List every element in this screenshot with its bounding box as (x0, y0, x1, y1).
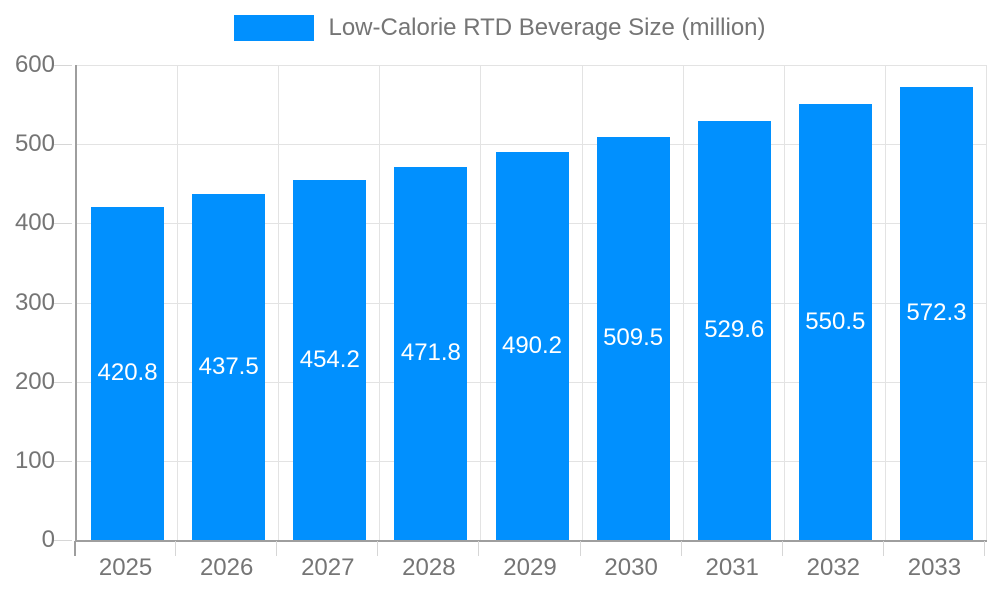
bar-2027[interactable]: 454.2 (293, 180, 367, 540)
bar-2031[interactable]: 529.6 (697, 120, 771, 540)
bar-value-label: 454.2 (299, 346, 360, 374)
bar-value-label: 420.8 (97, 359, 158, 387)
y-tick-mark (54, 540, 72, 541)
x-gridline (682, 65, 684, 540)
plot-area: 420.8 437.5 454.2 471.8 490.2 509.5 529.6 550.5… (75, 65, 987, 542)
bar-value-label: 572.3 (906, 299, 967, 327)
x-tick-mark (680, 541, 682, 556)
y-tick-mark (54, 302, 72, 304)
y-tick-label: 500 (14, 130, 55, 158)
x-tick-mark (882, 541, 884, 556)
y-tick-label: 300 (14, 288, 55, 316)
y-tick-mark (54, 223, 72, 225)
bar-2033[interactable]: 572.3 (899, 86, 973, 540)
y-tick-label: 100 (14, 446, 55, 474)
x-gridline (986, 65, 987, 540)
x-tick-mark (74, 541, 76, 556)
x-tick-label: 2032 (806, 554, 861, 581)
bar-2025[interactable]: 420.8 (91, 206, 165, 540)
bar-value-label: 490.2 (501, 331, 563, 359)
x-tick-mark (781, 541, 783, 556)
x-gridline (480, 65, 482, 540)
x-tick-mark (579, 541, 581, 556)
bar-2032[interactable]: 550.5 (798, 104, 872, 540)
x-gridline (177, 65, 179, 540)
legend-label: Low-Calorie RTD Beverage Size (million) (328, 14, 766, 41)
bar-value-label: 550.5 (805, 308, 866, 336)
x-gridline (581, 65, 583, 540)
y-tick-label: 400 (14, 209, 55, 237)
y-tick-mark (54, 460, 72, 462)
bar-2030[interactable]: 509.5 (596, 136, 670, 540)
bar-2029[interactable]: 490.2 (495, 151, 569, 540)
y-tick-label: 600 (14, 51, 55, 78)
bar-value-label: 509.5 (603, 324, 664, 352)
x-tick-label: 2028 (402, 554, 456, 581)
x-tick-mark (377, 541, 379, 556)
legend[interactable]: Low-Calorie RTD Beverage Size (million) (0, 14, 1000, 42)
x-tick-label: 2030 (604, 554, 658, 581)
bar-2028[interactable]: 471.8 (394, 166, 468, 540)
x-gridline (884, 65, 886, 540)
x-tick-label: 2031 (705, 554, 759, 581)
x-tick-label: 2029 (503, 554, 557, 581)
x-tick-mark (175, 541, 177, 556)
x-gridline (379, 65, 381, 540)
y-tick-mark (54, 144, 72, 146)
x-gridline (783, 65, 785, 540)
y-gridline (77, 65, 987, 66)
x-tick-mark (276, 541, 278, 556)
x-tick-mark (478, 541, 480, 556)
x-tick-mark (984, 541, 985, 556)
y-gridline (77, 144, 987, 146)
bar-value-label: 471.8 (400, 339, 461, 367)
y-tick-label: 0 (41, 526, 55, 553)
y-tick-mark (54, 381, 72, 383)
bar-value-label: 529.6 (704, 316, 765, 344)
x-tick-label: 2027 (301, 554, 355, 581)
x-tick-label: 2033 (907, 554, 962, 581)
x-tick-label: 2026 (199, 554, 254, 581)
bar-2026[interactable]: 437.5 (192, 193, 266, 540)
x-gridline (278, 65, 280, 540)
x-tick-label: 2025 (98, 554, 153, 581)
y-tick-label: 200 (14, 367, 55, 395)
y-tick-mark (54, 65, 72, 66)
legend-swatch-icon (234, 15, 315, 41)
bar-value-label: 437.5 (198, 352, 259, 380)
